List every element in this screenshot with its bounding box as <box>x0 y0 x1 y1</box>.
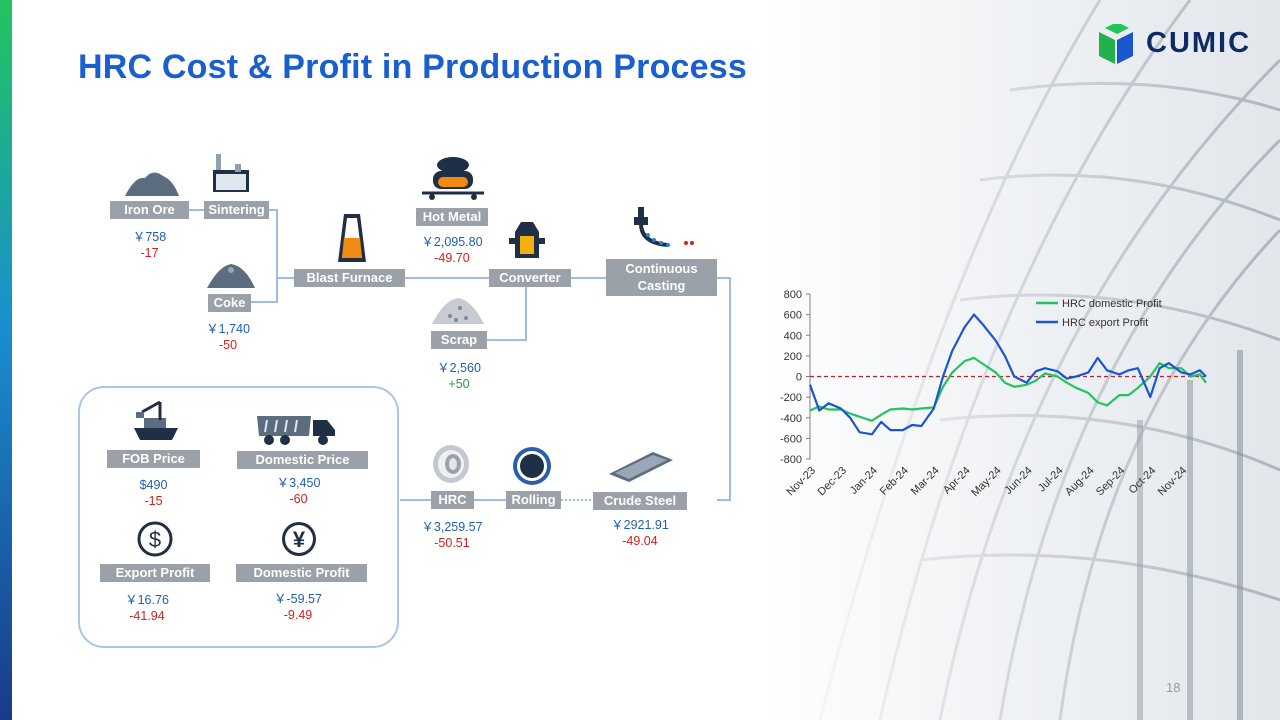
profit-line-chart: 800 600 400 200 0 -200 -400 -600 -800Nov-23Dec-2… <box>780 289 1207 499</box>
fob-price-label: FOB Price <box>107 450 200 468</box>
slide-title: HRC Cost & Profit in Production Process <box>78 48 747 86</box>
blast-furnace-icon <box>338 214 366 262</box>
export-profit-value: ￥16.76 <box>125 593 169 607</box>
hot-metal-change: -49.70 <box>434 251 470 265</box>
series-line-export <box>808 313 1207 436</box>
domestic-profit-label: Domestic Profit <box>236 564 367 582</box>
y-tick-label: 0 <box>796 372 802 384</box>
price-profit-panel <box>78 386 399 648</box>
x-tick-label: Jan-24 <box>848 465 880 497</box>
hrc-price: ￥3,259.57 <box>421 520 483 534</box>
hot-metal-price: ￥2,095.80 <box>421 235 483 249</box>
continuous-casting-label: Continuous Casting <box>606 259 717 296</box>
sintering-label: Sintering <box>204 201 269 219</box>
coil-icon <box>433 445 469 483</box>
iron-ore-change: -17 <box>140 246 159 260</box>
rolling-label: Rolling <box>506 491 561 509</box>
caster-icon <box>634 207 694 247</box>
iron-ore-label: Iron Ore <box>110 201 189 219</box>
coke-pile-icon <box>207 264 255 288</box>
domestic-price-label: Domestic Price <box>237 451 368 469</box>
y-tick-label: 800 <box>784 289 802 301</box>
x-tick-label: May-24 <box>969 465 1003 499</box>
dollar-icon: $ <box>137 521 173 557</box>
fob-price-value: $490 <box>139 478 168 492</box>
y-tick-label: 200 <box>784 351 802 363</box>
x-tick-label: Dec-23 <box>815 465 849 499</box>
y-tick-label: 600 <box>784 310 802 322</box>
svg-text:$: $ <box>149 527 161 552</box>
coke-change: -50 <box>218 338 238 352</box>
continuous-casting-line2: Casting <box>637 278 686 293</box>
x-tick-label: Nov-23 <box>785 465 819 499</box>
export-profit-change: -41.94 <box>129 609 165 623</box>
coke-price: ￥1,740 <box>206 322 250 336</box>
blast-furnace-label: Blast Furnace <box>294 269 405 287</box>
coke-label: Coke <box>208 294 251 312</box>
x-tick-label: Oct-24 <box>1127 465 1159 497</box>
y-tick-label: -200 <box>780 392 802 404</box>
x-tick-label: Jul-24 <box>1036 465 1066 495</box>
converter-icon <box>509 222 545 258</box>
truck-icon <box>257 416 335 445</box>
hrc-label: HRC <box>431 491 474 509</box>
ship-crane-icon <box>134 400 178 440</box>
scrap-pile-icon <box>432 298 484 324</box>
x-tick-label: Apr-24 <box>941 465 973 497</box>
continuous-casting-line1: Continuous <box>625 261 698 276</box>
x-tick-label: Aug-24 <box>1063 465 1097 499</box>
domestic-profit-change: -9.49 <box>283 608 313 622</box>
x-tick-label: Nov-24 <box>1156 465 1190 499</box>
hrc-change: -50.51 <box>434 536 470 550</box>
fob-price-change: -15 <box>144 494 163 508</box>
left-accent-stripe <box>0 0 12 720</box>
factory-icon <box>213 154 249 192</box>
x-tick-label: Feb-24 <box>878 465 911 498</box>
hot-metal-label: Hot Metal <box>416 208 488 226</box>
y-tick-label: -800 <box>780 454 802 466</box>
crude-steel-price: ￥2921.91 <box>611 518 669 532</box>
scrap-price: ￥2,560 <box>437 361 481 375</box>
y-tick-label: -600 <box>780 433 802 445</box>
legend-label: HRC export Profit <box>1062 317 1148 329</box>
scrap-change: +50 <box>448 377 470 391</box>
converter-label: Converter <box>489 269 571 287</box>
crude-steel-label: Crude Steel <box>593 492 687 510</box>
domestic-price-change: -60 <box>289 492 308 506</box>
page-number: 18 <box>1166 680 1181 695</box>
scrap-label: Scrap <box>431 331 487 349</box>
y-tick-label: -400 <box>780 413 802 425</box>
legend-label: HRC domestic Profit <box>1062 298 1162 310</box>
crude-steel-change: -49.04 <box>622 534 658 548</box>
iron-ore-price: ￥758 <box>132 230 167 244</box>
ladle-car-icon <box>422 157 484 200</box>
domestic-price-value: ￥3,450 <box>276 476 321 490</box>
svg-text:¥: ¥ <box>293 527 306 552</box>
cumic-logo <box>1099 24 1133 64</box>
logo-text: CUMIC <box>1146 27 1252 59</box>
domestic-profit-value: ￥-59.57 <box>274 592 322 606</box>
yen-icon: ¥ <box>282 522 316 556</box>
x-tick-label: Mar-24 <box>909 465 942 498</box>
roller-icon <box>513 447 551 485</box>
steel-slab-icon <box>609 452 673 482</box>
x-tick-label: Jun-24 <box>1002 465 1034 497</box>
y-tick-label: 400 <box>784 330 802 342</box>
ore-pile-icon <box>125 172 179 196</box>
x-tick-label: Sep-24 <box>1094 465 1128 499</box>
export-profit-label: Export Profit <box>100 564 210 582</box>
background-architecture-photo <box>760 0 1280 720</box>
